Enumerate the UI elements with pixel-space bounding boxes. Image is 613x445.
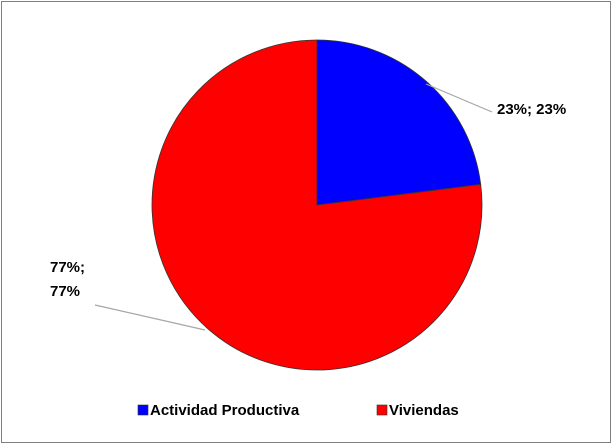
data-label: 23%; 23%: [497, 101, 567, 118]
leader-line: [425, 83, 493, 113]
pie-slice: [316, 39, 482, 206]
pie-slice: [151, 39, 483, 371]
legend-swatch: [137, 404, 149, 416]
data-label: 77%; 77%: [50, 259, 86, 300]
legend-swatch: [376, 404, 388, 416]
legend-label: Actividad Productiva: [150, 402, 300, 419]
leader-line: [94, 304, 206, 331]
legend-label: Viviendas: [389, 402, 459, 419]
